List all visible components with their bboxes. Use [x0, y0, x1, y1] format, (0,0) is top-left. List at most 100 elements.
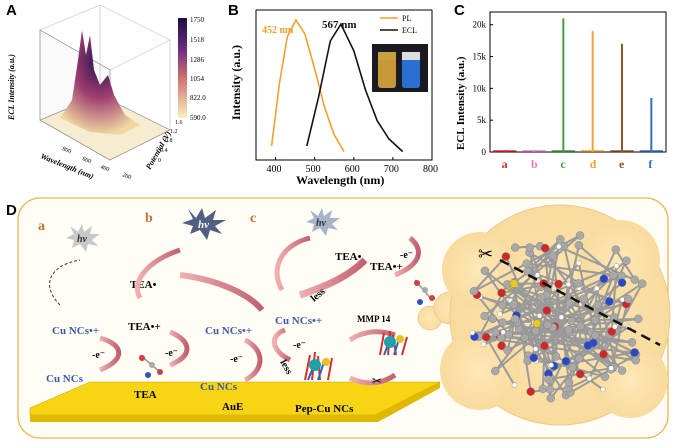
vial-photo: [372, 44, 428, 92]
panel-b: B Intensity (a.u.) Wavelength (nm) 452 n…: [222, 0, 450, 190]
panel-a-label: A: [6, 2, 17, 19]
bar-c: [562, 18, 564, 152]
y-tick: 0.4: [160, 148, 168, 154]
mmp14-label: MMP 14: [357, 314, 391, 324]
molecule-atom: [614, 264, 619, 269]
panel-a-zlabel: ECL Intensity (a.u.): [7, 54, 16, 121]
panel-d: D AuE a b c hv hv: [0, 190, 678, 443]
panel-b-chart: Intensity (a.u.) Wavelength (nm) 452 nm …: [222, 0, 450, 190]
e-minus-label: -e⁻: [92, 350, 105, 361]
y-tick: 0: [158, 158, 161, 164]
colorbar-tick: 1518: [190, 36, 205, 44]
molecule-atom: [481, 342, 486, 347]
molecule-atom: [562, 357, 570, 365]
molecule-atom: [499, 319, 507, 327]
molecule-atom: [510, 280, 518, 288]
molecule-atom: [565, 299, 573, 307]
molecule-atom: [591, 316, 599, 324]
molecule-atom: [631, 348, 639, 356]
y-tick: 0.8: [165, 138, 173, 144]
legend-ecl: ECL: [402, 26, 417, 35]
sub-label-a: a: [38, 219, 45, 234]
molecule-atom: [533, 320, 541, 328]
x-tick-label: 500: [306, 164, 321, 175]
molecule-atom: [600, 350, 608, 358]
panel-b-ylabel: Intensity (a.u.): [229, 45, 243, 120]
x-tick-label: 700: [384, 164, 399, 175]
scissors-icon: ✂: [478, 244, 493, 264]
hv-label: hv: [316, 218, 327, 229]
molecule-atom: [566, 282, 571, 287]
molecule-atom: [618, 367, 626, 375]
e-minus-label: -e⁻: [293, 340, 306, 351]
molecule-atom: [523, 260, 531, 268]
molecule-atom: [549, 251, 557, 259]
bar-b: [533, 150, 535, 152]
panel-b-xlabel: Wavelength (nm): [296, 173, 384, 187]
scissors-icon: ✂: [372, 374, 382, 388]
molecule-atom: [511, 315, 519, 323]
molecule-atom: [526, 244, 534, 252]
molecule-atom: [638, 280, 646, 288]
molecule-atom: [481, 267, 489, 275]
category-label-b: b: [531, 157, 538, 171]
molecule-atom: [470, 287, 478, 295]
molecule-atom: [510, 301, 518, 309]
molecule-atom: [545, 376, 553, 384]
molecule-atom: [567, 317, 575, 325]
colorbar-tick: 1054: [190, 75, 205, 83]
e-minus-label: -e⁻: [165, 348, 178, 359]
hv-label: hv: [77, 234, 88, 245]
molecule-atom: [584, 342, 592, 350]
ecl-peak-label: 567 nm: [322, 19, 357, 31]
y-tick: 1.6: [175, 120, 183, 126]
molecule-atom: [498, 289, 506, 297]
molecule-atom: [575, 354, 583, 362]
panel-d-label: D: [6, 202, 17, 219]
molecule-atom: [505, 331, 513, 339]
molecule-atom: [549, 363, 554, 368]
molecule-atom: [556, 235, 564, 243]
molecule-atom: [609, 366, 614, 371]
panel-a: A 1750 1518 1286 1054 822.: [0, 0, 222, 180]
molecule-atom: [555, 280, 563, 288]
molecule-atom: [481, 312, 489, 320]
molecule-atom: [631, 276, 639, 284]
molecule-atom: [524, 267, 532, 275]
hv-label: hv: [198, 219, 209, 231]
panel-c-label: C: [454, 2, 465, 19]
plot-frame: [490, 12, 666, 152]
molecule-atom: [504, 346, 512, 354]
bar-a: [504, 150, 506, 152]
molecule-atom: [612, 324, 617, 329]
x-tick: 800: [61, 146, 72, 155]
molecule-atom: [544, 321, 552, 329]
category-label-c: c: [560, 157, 566, 171]
molecule-atom: [533, 347, 538, 352]
molecule-atom: [521, 334, 529, 342]
x-tick: 400: [99, 164, 110, 173]
bar-e: [621, 44, 623, 152]
panel-a-3d-plot: 1750 1518 1286 1054 822.0 590.0 ECL Inte…: [0, 0, 222, 180]
colorbar-tick: 1750: [190, 16, 205, 24]
sub-label-c: c: [250, 211, 256, 226]
molecule-atom: [470, 330, 475, 335]
x-tick-label: 600: [345, 164, 360, 175]
molecule-atom: [489, 315, 497, 323]
x-tick-label: 800: [423, 164, 438, 175]
molecule-atom: [527, 388, 535, 396]
molecule-atom: [482, 333, 490, 341]
e-minus-label: -e⁻: [230, 354, 243, 365]
molecule-atom: [628, 338, 636, 346]
molecule-atom: [574, 279, 582, 287]
colorbar-tick: 822.0: [190, 94, 206, 102]
molecule-atom: [600, 387, 605, 392]
molecule-atom: [511, 244, 519, 252]
molecule-atom: [499, 301, 507, 309]
molecule-atom: [624, 295, 632, 303]
molecule-atom: [618, 279, 626, 287]
cu-ncs-b: Cu NCs: [200, 381, 238, 393]
molecule-atom: [605, 298, 613, 306]
